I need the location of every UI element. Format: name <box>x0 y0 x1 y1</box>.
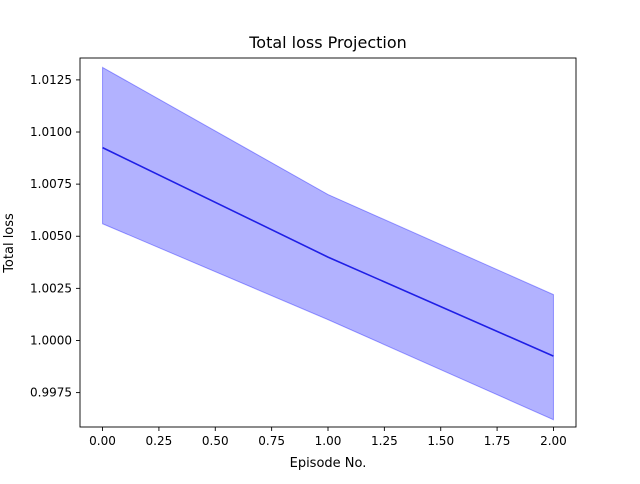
y-tick-label: 1.0075 <box>30 177 72 191</box>
x-tick-label: 0.75 <box>258 434 285 448</box>
confidence-band <box>102 66 554 421</box>
series-line <box>102 146 554 357</box>
y-tick-label: 1.0050 <box>30 229 72 243</box>
x-tick-label: 1.25 <box>371 434 398 448</box>
plot-area: 0.00 0.25 0.50 0.75 1.00 1.25 1.50 1.75 2.00 0.99… <box>30 57 577 448</box>
x-axis-label: Episode No. <box>290 456 367 471</box>
x-tick-label: 0.50 <box>202 434 229 448</box>
x-tick-label: 0.25 <box>146 434 173 448</box>
x-tick-label: 2.00 <box>540 434 567 448</box>
y-tick-label: 1.0000 <box>30 333 72 347</box>
y-tick-label: 1.0100 <box>30 125 72 139</box>
y-tick-label: 1.0125 <box>30 73 72 87</box>
y-tick-label: 0.9975 <box>30 386 72 400</box>
x-tick-label: 1.75 <box>484 434 511 448</box>
chart-title: Total loss Projection <box>248 33 407 52</box>
y-tick-label: 1.0025 <box>30 281 72 295</box>
x-tick-label: 1.50 <box>427 434 454 448</box>
x-tick-label: 0.00 <box>89 434 116 448</box>
y-axis-label: Total loss <box>2 213 17 274</box>
x-tick-label: 1.00 <box>315 434 342 448</box>
